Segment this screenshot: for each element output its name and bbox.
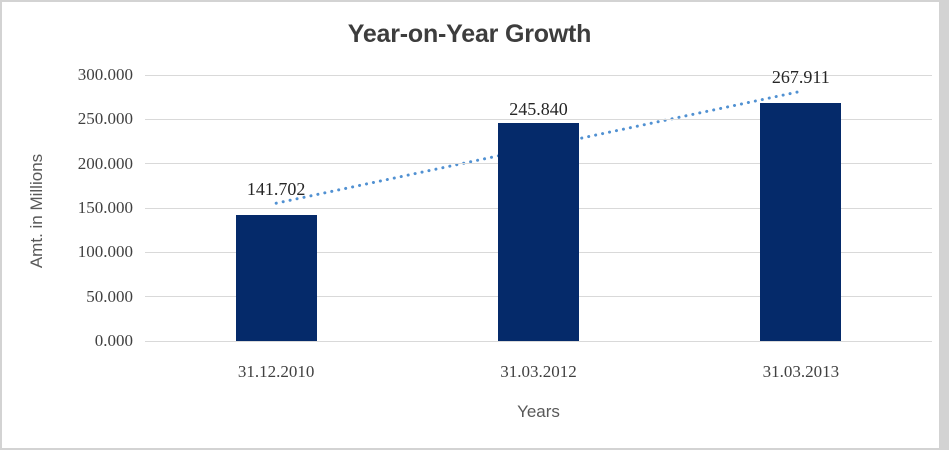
x-category-label: 31.12.2010 <box>237 362 315 381</box>
gridline <box>145 340 932 342</box>
y-tick-label: 150.000 <box>77 198 133 217</box>
y-tick-label: 250.000 <box>77 109 133 129</box>
bar <box>498 123 579 341</box>
chart-title: Year-on-Year Growth <box>347 20 592 48</box>
y-tick-label: 50.000 <box>86 286 133 306</box>
bar <box>235 215 317 341</box>
bar <box>760 103 842 341</box>
gridline <box>145 118 932 120</box>
bar-value-label: 141.702 <box>246 179 306 200</box>
y-tick-label: 300.000 <box>77 65 133 84</box>
bar-value-label: 245.840 <box>509 99 568 120</box>
y-tick-label: 0.000 <box>94 331 133 350</box>
gridline <box>145 74 932 76</box>
bar-value-label: 267.911 <box>771 67 830 88</box>
x-axis-title: Years <box>517 402 560 421</box>
x-category-label: 31.03.2013 <box>762 362 840 381</box>
x-category-label: 31.03.2012 <box>500 362 577 381</box>
y-tick-label: 200.000 <box>77 153 133 173</box>
plot-area: 141.702 245.840 267.911 <box>145 67 932 342</box>
y-tick-label: 100.000 <box>77 242 133 262</box>
